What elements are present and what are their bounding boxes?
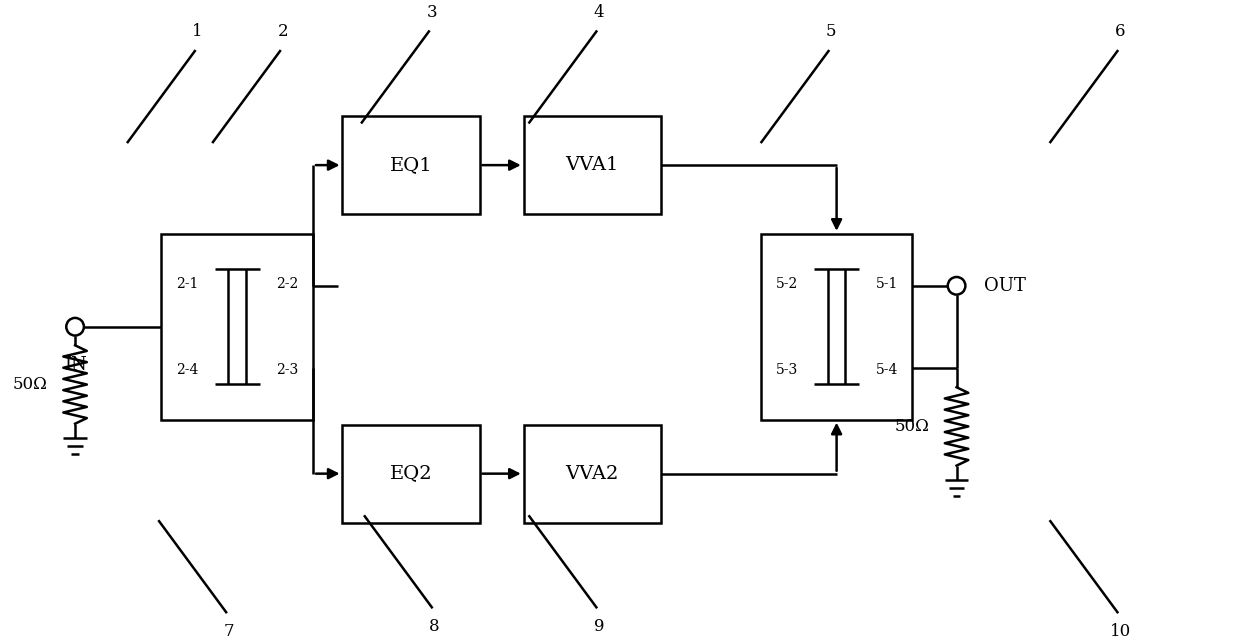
Bar [523,116,661,214]
Bar [760,234,913,420]
Text: VVA1: VVA1 [565,156,619,174]
Text: 50Ω: 50Ω [12,376,47,393]
Bar [342,116,480,214]
Text: 8: 8 [429,618,440,635]
Text: 10: 10 [1110,623,1131,640]
Text: EQ2: EQ2 [389,465,433,483]
Bar [342,424,480,523]
Text: 3: 3 [427,4,436,21]
Text: 2-2: 2-2 [277,277,299,291]
Text: 2-3: 2-3 [277,363,299,377]
Text: 2-1: 2-1 [176,277,198,291]
Bar [161,234,312,420]
Bar [523,424,661,523]
Text: IN: IN [63,356,87,374]
Text: 50Ω: 50Ω [894,418,929,435]
Text: EQ1: EQ1 [389,156,433,174]
Text: 5-2: 5-2 [775,277,797,291]
Text: 6: 6 [1115,23,1126,40]
Text: OUT: OUT [985,277,1025,295]
Text: 2-4: 2-4 [176,363,198,377]
Text: 9: 9 [594,618,604,635]
Text: 2: 2 [278,23,288,40]
Text: 5-1: 5-1 [875,277,898,291]
Text: 1: 1 [192,23,203,40]
Text: 7: 7 [223,623,234,640]
Text: 4: 4 [594,4,604,21]
Text: 5-3: 5-3 [775,363,797,377]
Text: 5-4: 5-4 [875,363,898,377]
Text: VVA2: VVA2 [565,465,619,483]
Text: 5: 5 [826,23,837,40]
